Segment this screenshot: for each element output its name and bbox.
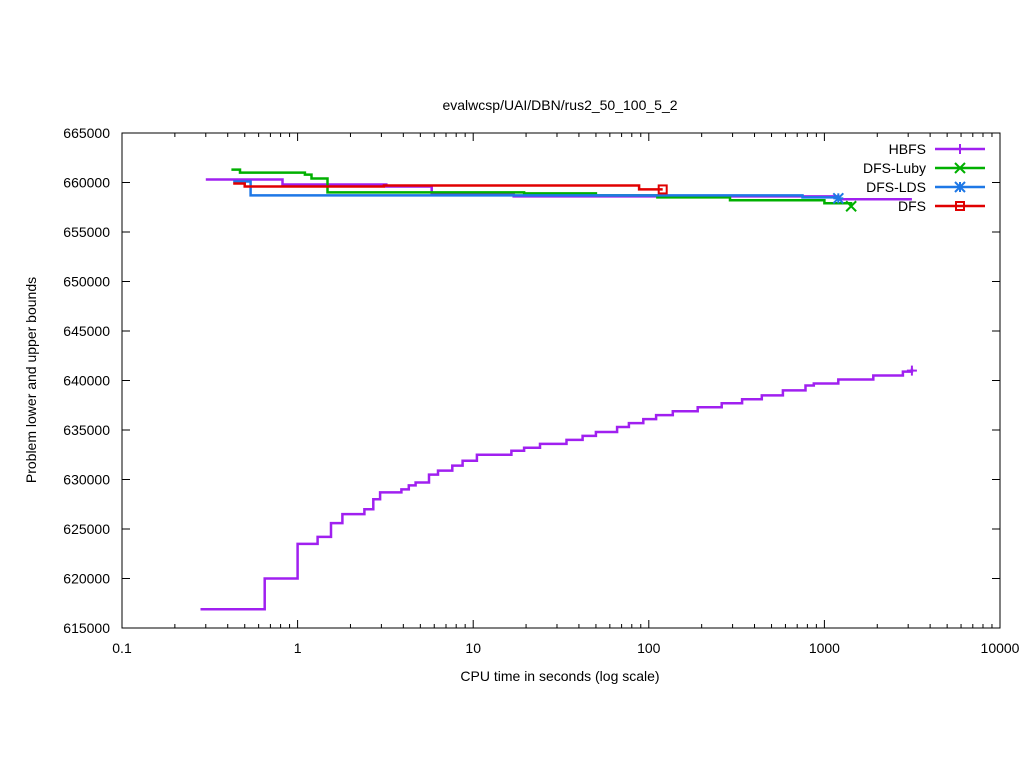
- series-line-dfs: [233, 182, 663, 191]
- series-layer: [200, 168, 917, 611]
- y-tick-label: 660000: [63, 175, 110, 191]
- y-tick-label: 620000: [63, 571, 110, 587]
- plot-area-border: [121, 132, 1001, 629]
- series-line-dfs-luby: [231, 168, 853, 207]
- y-tick-label: 655000: [63, 224, 110, 240]
- series-marker-dfs: [657, 184, 668, 195]
- legend-marker: [954, 162, 966, 174]
- y-axis-label: Problem lower and upper bounds: [23, 277, 39, 483]
- chart-title: evalwcsp/UAI/DBN/rus2_50_100_5_2: [442, 97, 677, 113]
- series-line-hbfs: [200, 368, 914, 611]
- series-dfs: [233, 182, 668, 195]
- x-tick-label: 1000: [809, 640, 840, 656]
- legend-label: DFS-LDS: [866, 179, 926, 195]
- legend-label: DFS-Luby: [863, 160, 926, 176]
- marker-stroke: [955, 201, 965, 211]
- legend-item-dfs: DFS: [898, 198, 985, 214]
- y-tick-label: 615000: [63, 620, 110, 636]
- x-tick-label: 10: [465, 640, 481, 656]
- legend-marker: [955, 201, 965, 211]
- y-tick-label: 665000: [63, 125, 110, 141]
- x-tick-label: 0.1: [112, 640, 132, 656]
- legend-item-hbfs: HBFS: [889, 141, 985, 157]
- y-axis-ticks: 615000 620000 625000 630000 635000 640000 6450…: [63, 125, 1000, 636]
- marker-stroke: [657, 184, 668, 195]
- y-tick-label: 630000: [63, 472, 110, 488]
- legend-item-dfs-luby: DFS-Luby: [863, 160, 985, 176]
- legend-marker: [955, 144, 965, 154]
- y-tick-label: 645000: [63, 323, 110, 339]
- series-dfs-luby: [231, 168, 857, 212]
- legend-marker: [954, 181, 966, 193]
- legend-label: DFS: [898, 198, 926, 214]
- legend: HBFS DFS-Luby DFS-LDS DFS: [863, 141, 985, 214]
- legend-label: HBFS: [889, 141, 926, 157]
- y-tick-label: 625000: [63, 521, 110, 537]
- legend-item-dfs-lds: DFS-LDS: [866, 179, 985, 195]
- marker-stroke: [954, 162, 966, 174]
- series-marker-hbfs: [906, 365, 917, 376]
- y-tick-label: 640000: [63, 373, 110, 389]
- x-tick-label: 100: [637, 640, 661, 656]
- x-tick-label: 1: [294, 640, 302, 656]
- series-marker-dfs-lds: [832, 192, 845, 205]
- series-line-dfs-lds: [233, 180, 840, 199]
- x-axis-label: CPU time in seconds (log scale): [460, 668, 659, 684]
- y-tick-label: 650000: [63, 274, 110, 290]
- marker-stroke: [845, 200, 857, 212]
- series-dfs-lds: [233, 180, 845, 205]
- x-tick-label: 10000: [981, 640, 1020, 656]
- series-marker-dfs-luby: [845, 200, 857, 212]
- y-tick-label: 635000: [63, 422, 110, 438]
